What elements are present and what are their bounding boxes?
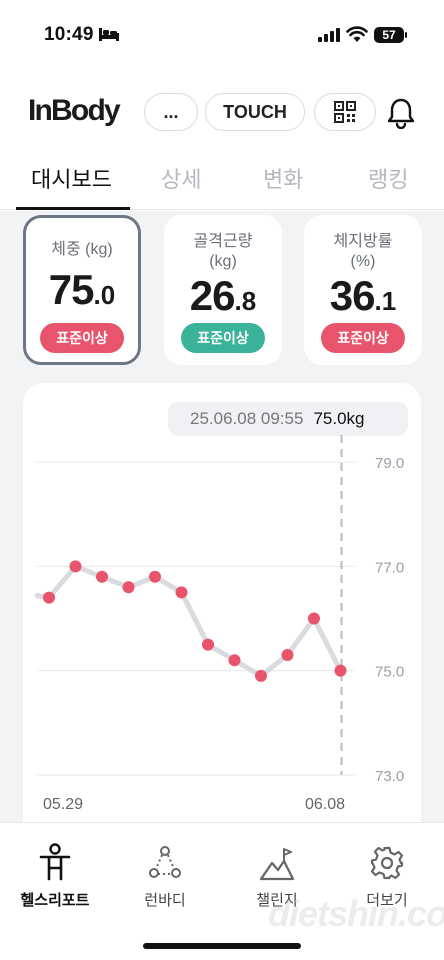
nav-runbody[interactable]: 런바디: [120, 841, 210, 910]
data-point: [228, 654, 241, 667]
x-tick-label-end: 06.08: [305, 796, 345, 813]
more-button[interactable]: ...: [144, 93, 198, 131]
skeletal-muscle-value-dec: .8: [234, 286, 257, 316]
notification-bell-icon[interactable]: [386, 97, 416, 129]
data-point: [281, 649, 294, 662]
data-point: [69, 560, 82, 573]
touch-button[interactable]: TOUCH: [205, 93, 305, 131]
chart-tooltip: 25.06.08 09:55 75.0kg: [168, 402, 408, 436]
body-fat-value-int: 36: [329, 272, 376, 319]
nav-runbody-label: 런바디: [144, 892, 186, 909]
data-point: [149, 570, 161, 583]
mountain-icon: [259, 848, 295, 881]
weight-status-badge: 표준이상: [40, 323, 124, 353]
sleep-mode-icon: [99, 28, 119, 41]
tab-bar: 대시보드 상세 변화 랭킹: [0, 154, 444, 210]
clock: 10:49: [44, 24, 94, 45]
app-header: InBody ... TOUCH: [0, 70, 444, 154]
tab-ranking[interactable]: 랭킹: [368, 167, 409, 192]
weight-value: 75.0: [26, 266, 138, 314]
weight-trend-chart-card: 25.06.08 09:55 75.0kg 79.0 77.0 75.0 73.0 05.…: [23, 383, 421, 822]
y-tick-label: 79.0: [375, 455, 404, 472]
x-tick-label-start: 05.29: [43, 796, 83, 813]
skeletal-muscle-unit: (kg): [209, 253, 237, 270]
nav-health-report[interactable]: 헬스리포트: [10, 841, 100, 910]
body-icon: [39, 843, 71, 881]
data-point: [202, 638, 214, 651]
bottom-navigation: 헬스리포트 런바디 챌린지 더보기 die: [0, 822, 444, 960]
battery-indicator: 57: [374, 27, 407, 43]
run-icon: [149, 846, 181, 878]
body-fat-value-dec: .1: [374, 286, 397, 316]
dashboard-content: 체중 (kg) 75.0 표준이상 골격근량 (kg) 26.8 표준이상 체지…: [0, 211, 444, 822]
y-tick-label: 73.0: [375, 768, 404, 785]
skeletal-muscle-card[interactable]: 골격근량 (kg) 26.8 표준이상: [164, 215, 282, 365]
tab-change[interactable]: 변화: [263, 167, 304, 192]
nav-more-label: 더보기: [366, 892, 408, 909]
active-tab-indicator: [16, 207, 130, 210]
inbody-logo: InBody: [28, 94, 121, 127]
body-fat-card[interactable]: 체지방률 (%) 36.1 표준이상: [304, 215, 422, 365]
wifi-icon: [346, 26, 368, 42]
gear-icon: [370, 846, 404, 880]
skeletal-muscle-label: 골격근량: [193, 233, 253, 250]
tooltip-value: 75.0kg: [313, 409, 365, 428]
weight-value-int: 75: [48, 266, 95, 313]
home-indicator: [143, 943, 301, 949]
signal-icon: [318, 28, 340, 42]
weight-card[interactable]: 체중 (kg) 75.0 표준이상: [23, 215, 141, 365]
nav-more[interactable]: 더보기: [342, 841, 432, 910]
data-point: [334, 664, 347, 677]
status-bar: 10:49 57: [0, 0, 444, 70]
weight-value-dec: .0: [93, 280, 116, 310]
data-point: [308, 612, 320, 625]
data-point: [96, 570, 108, 583]
y-tick-label: 77.0: [375, 559, 404, 576]
skeletal-muscle-status-badge: 표준이상: [181, 323, 265, 353]
skeletal-muscle-value-int: 26: [189, 272, 236, 319]
qr-button[interactable]: [314, 93, 376, 131]
tooltip-date: 25.06.08 09:55: [190, 409, 304, 428]
watermark: dietshin.com: [268, 893, 444, 934]
nav-challenge-label: 챌린지: [256, 892, 298, 909]
body-fat-label: 체지방률: [333, 233, 393, 250]
data-point: [43, 591, 55, 604]
nav-challenge[interactable]: 챌린지: [232, 841, 322, 910]
nav-health-report-label: 헬스리포트: [20, 892, 90, 909]
data-point: [175, 586, 188, 599]
skeletal-muscle-value: 26.8: [164, 272, 282, 320]
series-line: [34, 563, 343, 679]
body-fat-value: 36.1: [304, 272, 422, 320]
weight-label: 체중 (kg): [51, 241, 113, 258]
tab-detail[interactable]: 상세: [161, 167, 202, 192]
weight-line-chart[interactable]: 79.0 77.0 75.0 73.0 05.29 06.08: [23, 383, 421, 822]
y-tick-label: 75.0: [375, 664, 404, 681]
body-fat-status-badge: 표준이상: [321, 323, 405, 353]
data-point: [122, 581, 135, 594]
data-point: [255, 669, 267, 682]
tab-dashboard[interactable]: 대시보드: [31, 167, 112, 192]
body-fat-unit: (%): [350, 253, 376, 270]
qr-code-icon: [334, 101, 356, 123]
